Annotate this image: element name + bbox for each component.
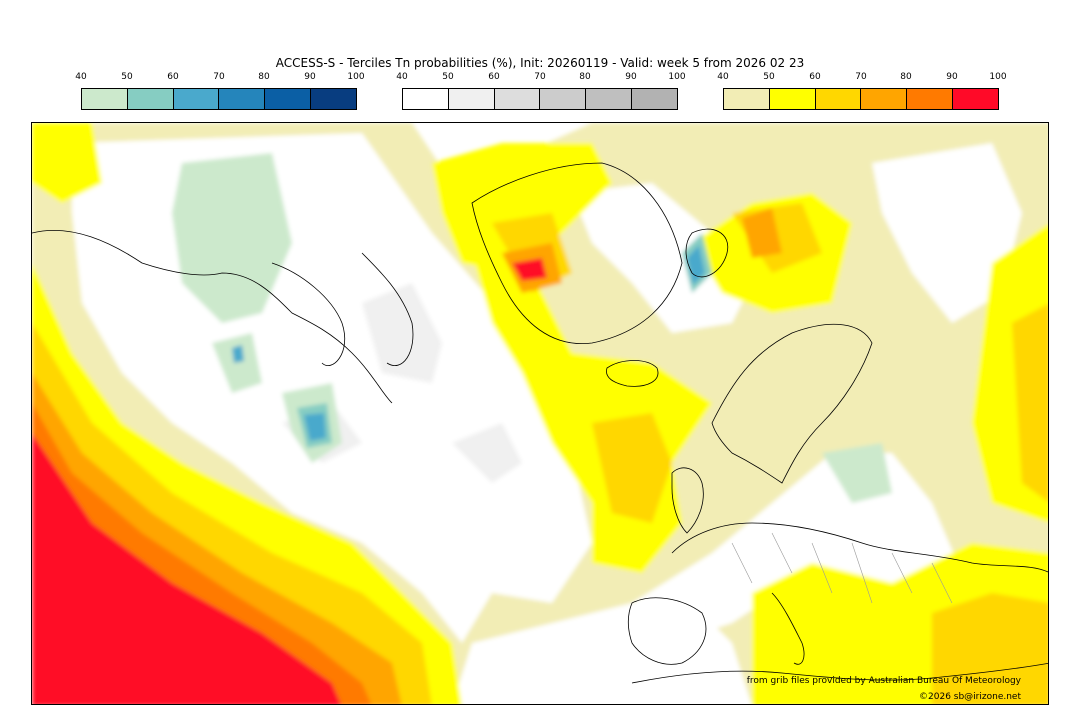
colorbar-swatch [632, 89, 677, 109]
colorbar-swatch [127, 89, 174, 109]
field-above-60-atlantic [592, 413, 672, 523]
coastlines [32, 162, 1048, 684]
field-near-normal-europe-south [452, 603, 752, 704]
source-credit: from grib files provided by Australian B… [746, 676, 1021, 686]
colorbar-below-normal [81, 88, 357, 110]
colorbar-above-ticks: 40 50 60 70 80 90 100 [717, 72, 1006, 84]
field-below-40-canada [172, 153, 292, 323]
coastline-scandinavia [711, 323, 873, 484]
field-above-60-east [1012, 304, 1048, 502]
tick-label: 100 [668, 72, 686, 82]
colorbar-swatch [907, 89, 954, 109]
tick-label: 90 [625, 72, 637, 82]
field-below-40-europe [822, 443, 892, 503]
field-above-50-greenland [432, 143, 612, 273]
field-near-50-b [452, 423, 522, 483]
tick-label: 70 [855, 72, 867, 82]
field-above-70-scand [742, 208, 782, 258]
tick-label: 100 [989, 72, 1007, 82]
colorbar-swatch [311, 89, 356, 109]
colorbar-swatch [403, 89, 449, 109]
colorbar-swatch [953, 89, 998, 109]
colorbar-swatch [769, 89, 816, 109]
tick-label: 80 [258, 72, 270, 82]
colorbar-above-normal [723, 88, 999, 110]
probability-fields [32, 123, 1048, 704]
coastline-europe [671, 522, 1048, 573]
coastline-svalbard [685, 228, 729, 278]
coastline-baffin [361, 252, 414, 366]
field-below-40-hudson [212, 333, 262, 393]
colorbar-swatch [861, 89, 908, 109]
field-above-50-nw [32, 123, 102, 203]
coastline-hudson-bay [271, 262, 346, 366]
tick-label: 60 [488, 72, 500, 82]
tick-label: 80 [900, 72, 912, 82]
field-near-normal-arctic [572, 183, 752, 333]
probability-map: from grib files provided by Australian B… [31, 122, 1049, 705]
tick-label: 70 [213, 72, 225, 82]
colorbar-swatch [815, 89, 862, 109]
coastline-iberia [627, 597, 707, 665]
tick-label: 40 [75, 72, 87, 82]
field-above-90-sw [32, 433, 342, 704]
tick-label: 80 [579, 72, 591, 82]
tick-label: 60 [809, 72, 821, 82]
tick-label: 40 [717, 72, 729, 82]
tick-label: 90 [946, 72, 958, 82]
field-above-90-greenland [512, 258, 547, 281]
tick-label: 50 [442, 72, 454, 82]
colorbar-swatch [724, 89, 770, 109]
tick-label: 100 [347, 72, 365, 82]
field-near-50-a [362, 283, 442, 383]
tick-label: 50 [763, 72, 775, 82]
field-below-60-svalbard [687, 245, 705, 285]
tick-label: 40 [396, 72, 408, 82]
coastline-iceland [606, 360, 659, 387]
field-below-60-labrador [304, 413, 326, 441]
colorbar-swatch [494, 89, 541, 109]
field-above-60-med [932, 593, 1048, 704]
coastline-north-america [32, 229, 393, 404]
coastline-british-isles [671, 467, 704, 534]
colorbar-swatch [173, 89, 220, 109]
coastline-greenland [471, 162, 683, 345]
colorbar-swatch [265, 89, 312, 109]
borders [731, 532, 953, 604]
field-below-60-hudson [232, 345, 244, 363]
tick-label: 50 [121, 72, 133, 82]
field-near-normal-east [872, 143, 1022, 323]
colorbar-swatch [448, 89, 495, 109]
tick-label: 90 [304, 72, 316, 82]
colorbar-near-ticks: 40 50 60 70 80 90 100 [396, 72, 685, 84]
map-title: ACCESS-S - Terciles Tn probabilities (%)… [275, 56, 805, 70]
coastline-italy [771, 592, 805, 665]
colorbar-swatch [82, 89, 128, 109]
colorbar-near-normal [402, 88, 678, 110]
map-canvas [32, 123, 1048, 704]
border-lines [731, 532, 953, 604]
copyright-credit: ©2026 sb@irizone.net [919, 692, 1021, 702]
tick-label: 70 [534, 72, 546, 82]
colorbar-below-ticks: 40 50 60 70 80 90 100 [75, 72, 364, 84]
colorbar-swatch [540, 89, 587, 109]
tick-label: 60 [167, 72, 179, 82]
colorbar-swatch [586, 89, 633, 109]
coastline-north-africa [631, 662, 1048, 684]
colorbar-swatch [219, 89, 266, 109]
